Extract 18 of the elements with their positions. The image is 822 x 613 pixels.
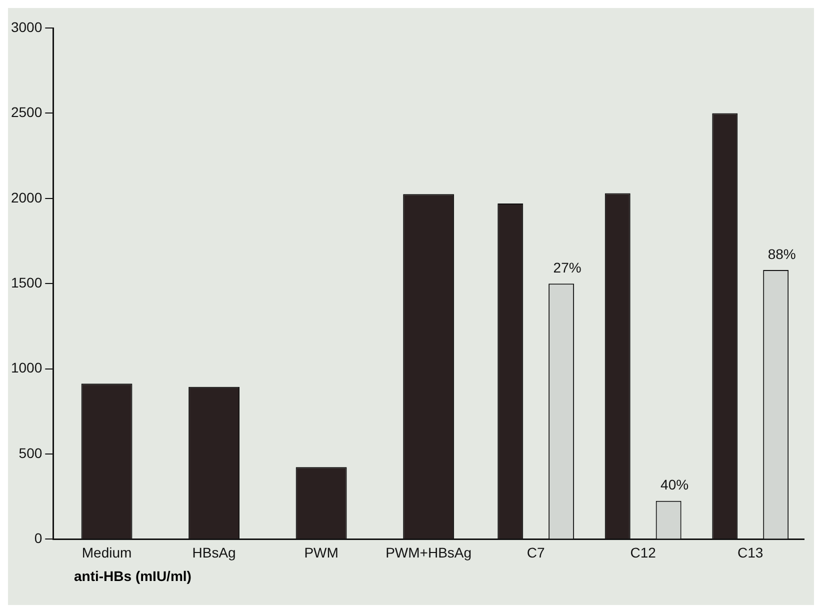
x-tick-label: HBsAg: [192, 544, 236, 560]
y-tick-label: 500: [18, 444, 42, 461]
x-tick-label: PWM+HBsAg: [386, 544, 472, 560]
y-tick-label: 0: [34, 530, 42, 546]
y-tick-label: 1500: [10, 274, 42, 290]
y-tick-label: 1000: [10, 360, 42, 376]
text: anti-HBs (mIU/ml): [73, 568, 192, 584]
y-tick-label: 2000: [10, 189, 42, 206]
x-tick-label: Medium: [82, 544, 132, 560]
x-tick-label: PWM: [304, 544, 338, 560]
x-tick-label: C13: [738, 544, 764, 560]
x-tick-label: C7: [526, 544, 545, 560]
y-tick-label: 3000: [10, 18, 42, 35]
x-tick-label: C12: [630, 544, 656, 560]
annotation: 40%: [660, 476, 689, 493]
y-tick-label: 2500: [10, 104, 42, 120]
annotation: 27%: [553, 259, 582, 276]
annotation: 88%: [768, 246, 796, 262]
